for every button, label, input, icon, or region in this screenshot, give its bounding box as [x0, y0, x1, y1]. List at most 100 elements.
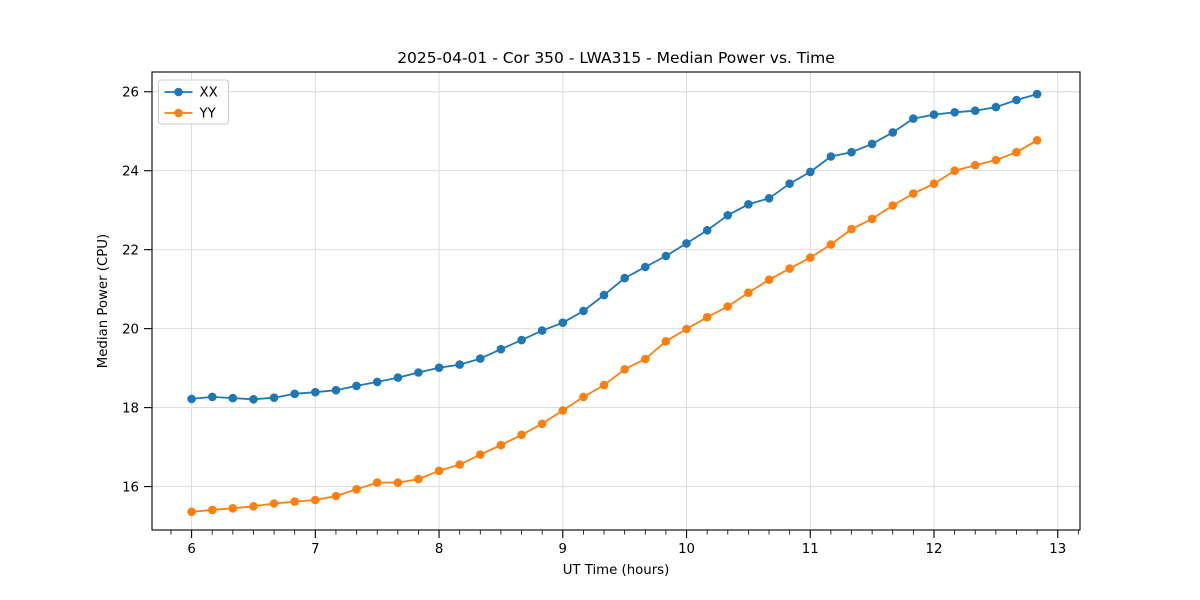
series-yy-point [311, 495, 320, 505]
series-yy-point [517, 430, 526, 440]
series-yy-point [269, 499, 279, 508]
series-xx-point [290, 389, 300, 399]
series-yy-point [702, 312, 712, 322]
legend-marker-yy [174, 108, 183, 118]
x-tick-label: 12 [926, 542, 943, 557]
x-tick-label: 7 [311, 542, 319, 557]
series-yy-point [826, 240, 836, 249]
series-xx-point [537, 326, 547, 335]
series-yy-point [867, 214, 877, 224]
x-tick-label: 10 [678, 542, 695, 557]
x-tick-label: 8 [435, 542, 443, 557]
x-tick-label: 11 [802, 542, 819, 557]
series-xx-point [806, 167, 815, 177]
series-yy-point [1032, 136, 1042, 145]
tick-labels: 6 7 8 9 10 11 12 13 16 18 20 22 24 26 [122, 85, 1066, 557]
series-xx-point [372, 377, 382, 387]
series-yy-point [682, 324, 691, 334]
series-xx-point [744, 200, 753, 209]
series-yy-point [661, 337, 671, 346]
series-xx-point [558, 318, 568, 328]
series-yy-point [434, 466, 444, 476]
series-yy-point [929, 179, 939, 188]
series-yy-point [888, 201, 898, 210]
series-xx-point [909, 114, 918, 123]
series-yy-point [372, 478, 382, 487]
series-yy-point [764, 275, 774, 285]
series-xx-point [393, 373, 403, 382]
series-yy-point [290, 497, 300, 506]
y-tick-label: 16 [122, 480, 139, 495]
series-xx-point [517, 335, 526, 345]
series-xx-point [228, 393, 238, 403]
series-yy-point [228, 504, 238, 513]
series-yy-point [599, 380, 609, 390]
series-yy-point [537, 419, 547, 429]
y-axis-label: Median Power (CPU) [96, 234, 111, 368]
series-yy-point [806, 253, 815, 262]
series-yy-point [847, 224, 856, 234]
x-tick-label: 13 [1049, 542, 1066, 557]
x-axis-label: UT Time (hours) [563, 563, 670, 578]
series-yy-point [620, 365, 629, 374]
x-tick-label: 6 [187, 542, 195, 557]
axes-spines [151, 71, 1081, 531]
series-xx-point [476, 354, 485, 363]
series-yy-point [393, 478, 403, 487]
series-xx-point [1032, 89, 1042, 99]
series-xx-point [414, 368, 423, 377]
series-xx-line [191, 93, 1038, 401]
series-yy-point [909, 189, 918, 198]
series-yy-point [476, 450, 485, 459]
series-yy-point [970, 160, 980, 170]
series-xx-point [867, 139, 877, 149]
series-xx-point [599, 290, 609, 300]
series-yy-point [414, 474, 423, 484]
series-xx-point [847, 147, 856, 157]
series-yy-point [785, 264, 794, 273]
series-xx-point [785, 179, 794, 188]
series-yy-point [950, 166, 959, 175]
series-xx-point [764, 194, 774, 203]
series-yy-point [558, 406, 568, 415]
series-yy-point [208, 505, 217, 515]
series-xx-point [269, 393, 279, 403]
series-xx-point [826, 152, 836, 161]
y-tick-label: 24 [122, 164, 139, 179]
data-series [187, 89, 1042, 517]
series-yy-point [331, 491, 341, 501]
x-tick-label: 9 [559, 542, 567, 557]
series-xx-point [661, 251, 671, 261]
series-xx-point [888, 128, 898, 137]
series-xx-point [991, 102, 1001, 112]
series-xx-point [579, 306, 588, 316]
axis-ticks [144, 91, 1079, 538]
series-xx-point [929, 110, 939, 119]
series-xx-point [496, 344, 506, 354]
series-yy-point [991, 155, 1001, 165]
series-xx-point [702, 226, 712, 235]
series-xx-point [208, 392, 217, 402]
y-tick-label: 22 [122, 243, 139, 258]
series-yy-point [249, 502, 258, 511]
series-yy-point [744, 288, 753, 298]
legend-box [158, 79, 229, 125]
y-tick-label: 26 [122, 85, 139, 100]
series-xx-point [331, 385, 341, 395]
series-yy-point [723, 302, 732, 311]
series-yy-point [455, 460, 465, 469]
series-xx-point [641, 262, 650, 272]
plot-border [151, 71, 1081, 531]
series-xx-point [434, 363, 444, 373]
series-yy-point [187, 507, 196, 517]
series-xx-point [682, 239, 691, 248]
series-xx-point [950, 108, 959, 117]
series-xx-point [620, 273, 629, 283]
series-xx-point [723, 211, 732, 220]
series-yy-point [641, 354, 650, 364]
series-xx-point [1012, 95, 1021, 105]
legend-marker-xx [174, 87, 183, 97]
series-xx-point [249, 395, 258, 404]
